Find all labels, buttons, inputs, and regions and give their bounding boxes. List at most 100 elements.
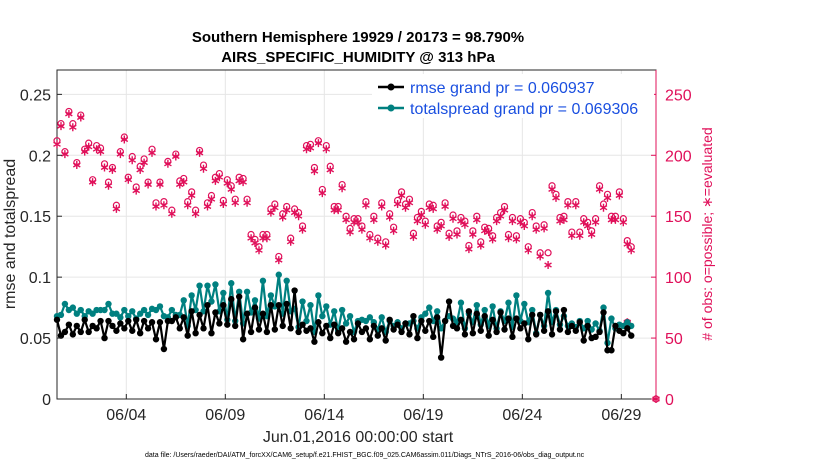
obs-evaluated-marker [247, 234, 255, 243]
obs-evaluated-marker [615, 191, 624, 200]
obs-evaluated-marker [199, 164, 208, 173]
x-tick-label: 06/19 [403, 407, 443, 424]
obs-evaluated-marker [358, 225, 366, 234]
rmse-point [121, 325, 128, 332]
rmse-point [433, 314, 441, 321]
rmse-point [331, 321, 338, 328]
obs-evaluated-marker [560, 215, 568, 224]
legend-rmse-marker [387, 83, 395, 91]
legend-spread-marker [387, 104, 395, 112]
rmse-point [243, 310, 251, 317]
obs-evaluated-marker [508, 217, 517, 226]
rmse-point [192, 330, 199, 337]
obs-evaluated-marker [148, 148, 156, 157]
totalspread-point [584, 317, 591, 325]
obs-evaluated-marker [377, 202, 386, 211]
obs-evaluated-marker [144, 180, 152, 189]
rmse-point [354, 320, 362, 327]
rmse-point [77, 328, 84, 336]
obs-evaluated-marker [488, 235, 497, 244]
rmse-point [200, 325, 207, 332]
obs-evaluated-marker [88, 178, 97, 187]
rmse-point [628, 332, 635, 339]
rmse-point [73, 322, 81, 330]
totalspread-point [505, 299, 512, 306]
rmse-point [172, 314, 180, 321]
totalspread-point [156, 303, 164, 310]
rmse-point [97, 317, 104, 325]
obs-evaluated-marker [326, 165, 335, 174]
totalspread-point [338, 306, 346, 314]
obs-evaluated-marker [619, 218, 628, 227]
obs-evaluated-marker [492, 217, 501, 226]
obs-evaluated-marker [57, 122, 65, 131]
totalspread-point [121, 306, 128, 314]
rmse-point [204, 301, 211, 309]
totalspread-point [521, 300, 528, 308]
rmse-point [560, 306, 568, 314]
obs-evaluated-marker [465, 245, 473, 254]
totalspread-point [513, 292, 520, 299]
x-tick-label: 06/04 [106, 407, 146, 424]
rmse-point [366, 336, 374, 343]
rmse-point [271, 326, 279, 333]
obs-evaluated-marker [84, 142, 93, 151]
rmse-point [394, 321, 401, 328]
obs-evaluated-marker [128, 156, 137, 165]
rmse-point [505, 315, 512, 322]
rmse-point [378, 325, 385, 332]
rmse-point [176, 325, 183, 332]
rmse-point [414, 334, 421, 342]
obs-evaluated-marker [160, 201, 168, 210]
rmse-point [109, 322, 116, 330]
y-right-tick-label: 50 [665, 331, 683, 348]
obs-evaluated-marker [512, 235, 521, 244]
obs-evaluated-marker [80, 147, 89, 156]
totalspread-point [433, 308, 441, 315]
obs-evaluated-marker [362, 201, 370, 210]
rmse-point [600, 309, 607, 316]
obs-evaluated-marker [183, 201, 192, 210]
obs-evaluated-marker [65, 109, 73, 118]
totalspread-point [243, 288, 251, 295]
rmse-point [481, 312, 488, 320]
x-tick-label: 06/29 [601, 407, 641, 424]
rmse-point [295, 328, 302, 336]
obs-evaluated-marker [409, 232, 418, 241]
y-right-tick-label: 150 [665, 209, 692, 226]
obs-evaluated-marker [548, 185, 556, 194]
chart-title-line2: AIRS_SPECIFIC_HUMIDITY @ 313 hPa [221, 49, 495, 66]
obs-evaluated-marker [500, 206, 509, 215]
rmse-point [129, 327, 136, 334]
y-right-tick-label: 100 [665, 270, 692, 287]
obs-evaluated-marker [564, 201, 572, 210]
rmse-point [406, 331, 413, 338]
rmse-point [184, 332, 191, 339]
totalspread-point [235, 288, 243, 295]
rmse-point [418, 317, 425, 325]
rmse-point [283, 300, 290, 308]
rmse-point [390, 326, 397, 333]
obs-evaluated-marker [322, 145, 331, 154]
obs-evaluated-marker [401, 203, 410, 212]
rmse-point [453, 325, 461, 332]
rmse-point [216, 320, 223, 327]
obs-evaluated-marker [251, 239, 259, 247]
rmse-point [101, 334, 108, 342]
totalspread-point [251, 297, 259, 304]
x-tick-label: 06/24 [502, 407, 542, 424]
obs-evaluated-marker [603, 193, 612, 202]
totalspread-point [105, 300, 112, 308]
rmse-point [140, 317, 148, 325]
obs-evaluated-marker [294, 212, 303, 221]
rmse-point [552, 308, 560, 315]
data-file-footnote: data file: /Users/raeder/DAI/ATM_forcXX/… [145, 452, 585, 459]
totalspread-point [220, 289, 227, 297]
rmse-point [624, 325, 631, 332]
obs-evaluated-marker [516, 218, 525, 227]
rmse-point [374, 332, 381, 339]
totalspread-point [315, 292, 322, 299]
obs-evaluated-marker [108, 165, 117, 174]
rmse-point [156, 319, 164, 326]
totalspread-point [592, 320, 599, 327]
